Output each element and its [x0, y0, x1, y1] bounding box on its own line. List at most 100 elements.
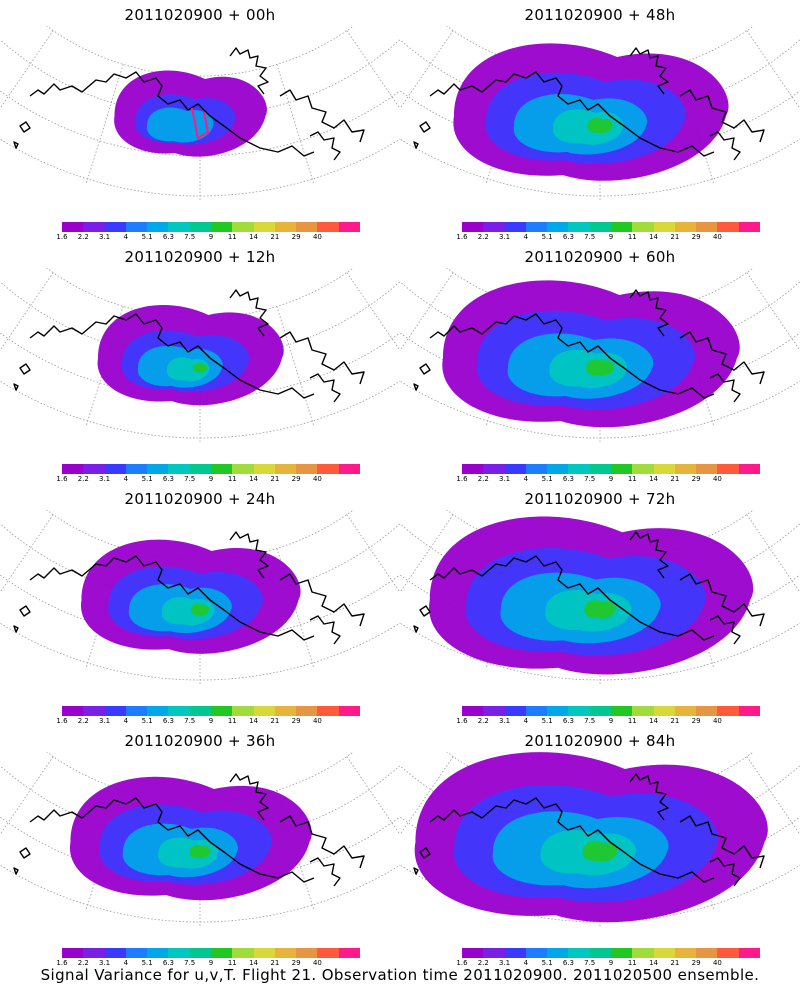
panel-title: 2011020900 + 24h	[124, 490, 276, 508]
variance-field	[442, 280, 740, 428]
colorbar-swatch	[232, 948, 254, 958]
colorbar-swatch	[525, 948, 548, 958]
colorbar-tick-label: 3.1	[98, 959, 111, 967]
colorbar-swatch	[147, 706, 169, 716]
colorbar-tick-label: 40	[312, 959, 322, 967]
colorbar-swatch	[525, 706, 548, 716]
colorbar-swatch	[147, 948, 169, 958]
colorbar-swatch	[104, 948, 126, 958]
colorbar-swatch	[696, 948, 718, 958]
colorbar-tick-label: 7.5	[584, 233, 596, 241]
colorbar-swatch	[338, 948, 360, 958]
colorbar-swatch	[62, 706, 84, 716]
colorbar-swatch	[653, 222, 675, 232]
panel-title: 2011020900 + 36h	[124, 732, 276, 750]
colorbar-tick-label: 3.1	[98, 233, 111, 241]
variance-field	[429, 516, 754, 675]
colorbar-tick-label: 40	[712, 959, 722, 967]
polar-map	[0, 752, 400, 927]
colorbar-tick-label: 11	[627, 475, 637, 483]
colorbar-tick-label: 5.1	[141, 959, 153, 967]
colorbar-swatch	[483, 948, 505, 958]
colorbar-tick-label: 9	[608, 717, 614, 725]
colorbar-tick-label: 7.5	[184, 717, 196, 725]
colorbar-swatch	[338, 706, 360, 716]
colorbar-tick-label: 21	[270, 959, 280, 967]
colorbar-tick-label: 7.5	[184, 959, 196, 967]
colorbar-swatch	[274, 948, 297, 958]
colorbar-swatch	[632, 464, 654, 474]
colorbar-swatch	[147, 222, 169, 232]
colorbar-swatch	[462, 948, 484, 958]
colorbar-tick-label: 2.2	[77, 717, 89, 725]
colorbar-tick-label: 29	[691, 959, 701, 967]
colorbar-swatch	[696, 464, 718, 474]
colorbar-swatch	[568, 948, 590, 958]
colorbar-tick-label: 5.1	[541, 233, 553, 241]
colorbar-swatch	[168, 706, 190, 716]
colorbar-tick-label: 9	[208, 233, 214, 241]
colorbar-tick-label: 5.1	[141, 233, 153, 241]
colorbar-tick-label: 3.1	[498, 959, 511, 967]
colorbar-swatch	[317, 222, 339, 232]
colorbar-tick-label: 40	[312, 233, 322, 241]
colorbar-swatch	[504, 222, 526, 232]
colorbar-tick-label: 4	[123, 475, 129, 483]
colorbar-tick-label: 1.6	[456, 717, 468, 725]
colorbar-tick-label: 4	[523, 959, 529, 967]
colorbar-tick-label: 6.3	[162, 233, 174, 241]
colorbar-tick-label: 29	[691, 475, 701, 483]
colorbar-swatch	[653, 948, 675, 958]
colorbar-tick-label: 3.1	[498, 717, 511, 725]
colorbar-swatch	[125, 222, 148, 232]
colorbar-tick-label: 9	[208, 717, 214, 725]
colorbar-swatch	[547, 948, 569, 958]
polar-map	[400, 510, 800, 685]
colorbar-tick-label: 6.3	[162, 959, 174, 967]
colorbar-swatch	[696, 222, 718, 232]
colorbar-tick-label: 21	[670, 233, 680, 241]
colorbar-swatch	[525, 464, 548, 474]
colorbar: 1.6 2.2 3.1 4 5.1 6.3 7.5 9 11 14 21 29 40	[56, 222, 360, 242]
colorbar-swatch	[717, 706, 739, 716]
colorbar-swatch	[189, 948, 211, 958]
colorbar-swatch	[738, 706, 760, 716]
polar-map	[0, 268, 400, 443]
forecast-panel: 2011020900 + 48h 1.6 2.2 3.1 4 5.1 6.3 7.5 9 11 14…	[400, 0, 800, 242]
colorbar-swatch	[462, 222, 484, 232]
colorbar-tick-label: 1.6	[456, 959, 468, 967]
colorbar-swatch	[338, 464, 360, 474]
colorbar-swatch	[610, 948, 633, 958]
colorbar-tick-label: 29	[691, 717, 701, 725]
colorbar-tick-label: 21	[270, 717, 280, 725]
colorbar-swatch	[125, 464, 148, 474]
colorbar-swatch	[253, 948, 275, 958]
colorbar: 1.6 2.2 3.1 4 5.1 6.3 7.5 9 11 14 21 29 40	[56, 948, 360, 968]
colorbar-swatch	[589, 222, 611, 232]
colorbar-swatch	[253, 706, 275, 716]
colorbar-tick-label: 4	[123, 233, 129, 241]
colorbar-tick-label: 2.2	[477, 233, 489, 241]
colorbar-swatch	[168, 948, 190, 958]
colorbar-swatch	[738, 948, 760, 958]
colorbar-swatch	[462, 464, 484, 474]
colorbar-tick-label: 5.1	[141, 475, 153, 483]
colorbar-tick-label: 14	[649, 717, 659, 725]
variance-field	[80, 539, 301, 654]
colorbar-tick-label: 9	[608, 475, 614, 483]
colorbar-tick-label: 2.2	[77, 475, 89, 483]
colorbar: 1.6 2.2 3.1 4 5.1 6.3 7.5 9 11 14 21 29 40	[456, 948, 760, 968]
colorbar-swatch	[525, 222, 548, 232]
polar-map	[400, 26, 800, 201]
colorbar-tick-label: 6.3	[562, 959, 574, 967]
colorbar-swatch	[738, 222, 760, 232]
colorbar-tick-label: 4	[523, 475, 529, 483]
panel-title: 2011020900 + 72h	[524, 490, 676, 508]
colorbar-tick-label: 14	[649, 959, 659, 967]
colorbar-tick-label: 3.1	[98, 717, 111, 725]
colorbar-swatch	[610, 706, 633, 716]
colorbar-tick-label: 6.3	[562, 475, 574, 483]
colorbar-swatch	[104, 222, 126, 232]
colorbar: 1.6 2.2 3.1 4 5.1 6.3 7.5 9 11 14 21 29 40	[456, 706, 760, 726]
coastline	[13, 289, 365, 403]
